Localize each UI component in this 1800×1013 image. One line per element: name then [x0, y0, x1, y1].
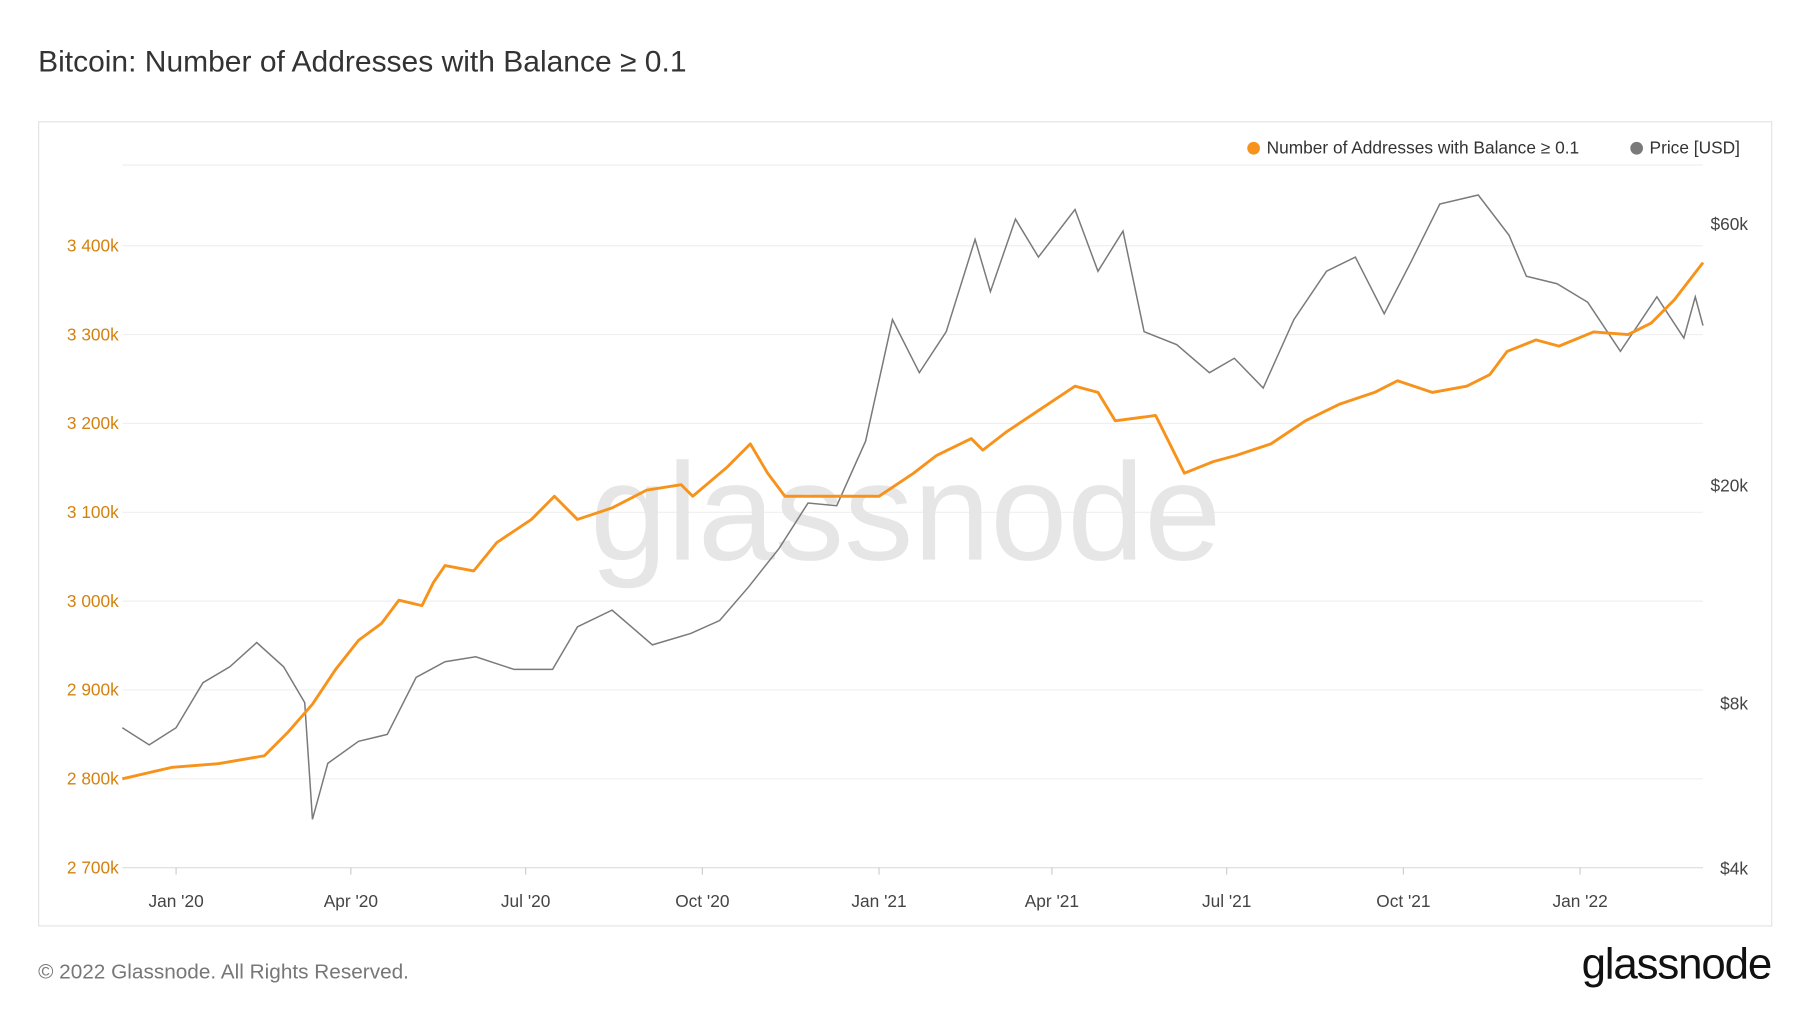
- addresses-dot-icon: [1246, 141, 1260, 155]
- y-left-tick-label: 2 900k: [67, 680, 119, 700]
- x-tick-label: Oct '20: [675, 891, 729, 911]
- page-title: Bitcoin: Number of Addresses with Balanc…: [38, 43, 687, 79]
- axes: 2 700k 2 800k 2 900k 3 000k 3 100k 3 200k 3 30…: [67, 214, 1748, 911]
- legend-item-addresses[interactable]: Number of Addresses with Balance ≥ 0.1: [1246, 138, 1580, 159]
- y-left-tick-label: 3 300k: [67, 324, 119, 344]
- watermark: glassnode: [590, 436, 1221, 590]
- legend-label: Number of Addresses with Balance ≥ 0.1: [1266, 138, 1580, 159]
- glassnode-logo[interactable]: glassnode: [1581, 940, 1773, 989]
- legend: Number of Addresses with Balance ≥ 0.1 P…: [1246, 138, 1740, 159]
- copyright: © 2022 Glassnode. All Rights Reserved.: [38, 959, 409, 984]
- y-left-tick-label: 3 100k: [67, 502, 119, 522]
- x-tick-label: Apr '20: [324, 891, 378, 911]
- series-lines: [121, 194, 1705, 820]
- x-tick-label: Jul '20: [501, 891, 550, 911]
- y-right-tick-label: $20k: [1710, 475, 1748, 495]
- y-left-tick-label: 3 400k: [67, 236, 119, 256]
- y-right-tick-label: $60k: [1710, 214, 1748, 234]
- y-right-tick-label: $4k: [1720, 859, 1748, 879]
- x-tick-label: Jan '22: [1552, 891, 1607, 911]
- gridlines: [122, 164, 1704, 869]
- price-dot-icon: [1629, 141, 1643, 155]
- legend-item-price[interactable]: Price [USD]: [1629, 138, 1740, 159]
- y-left-tick-label: 2 800k: [67, 769, 119, 789]
- y-left-tick-label: 3 200k: [67, 413, 119, 433]
- y-left-tick-label: 2 700k: [67, 857, 119, 877]
- x-tick-label: Jul '21: [1202, 891, 1251, 911]
- x-tick-label: Jan '20: [148, 891, 203, 911]
- x-tick-label: Jan '21: [851, 891, 906, 911]
- y-left-tick-label: 3 000k: [67, 591, 119, 611]
- chart-frame: [38, 121, 1773, 927]
- legend-label: Price [USD]: [1649, 138, 1740, 159]
- addresses-line: [121, 261, 1705, 781]
- x-tick-label: Apr '21: [1025, 891, 1079, 911]
- price-line: [121, 194, 1704, 820]
- y-right-tick-label: $8k: [1720, 694, 1748, 714]
- x-tick-label: Oct '21: [1376, 891, 1430, 911]
